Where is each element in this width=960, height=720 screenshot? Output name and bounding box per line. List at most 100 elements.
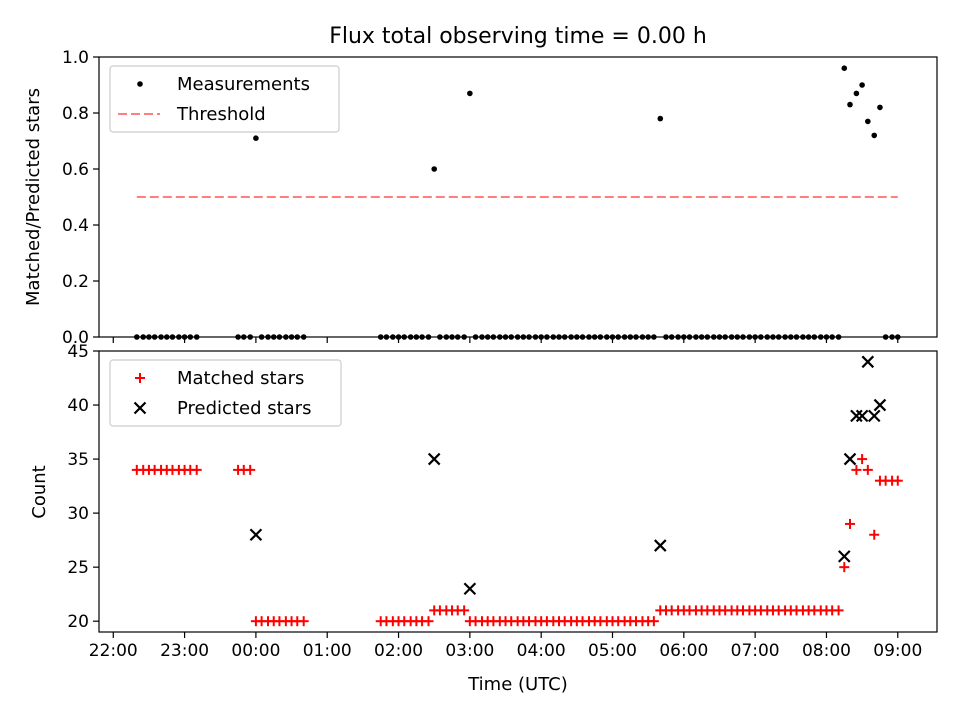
predicted-stars-point-b — [873, 398, 887, 412]
measurements-point — [686, 334, 693, 340]
measurements-point — [574, 334, 580, 340]
y-tick-label: 25 — [67, 558, 89, 578]
measurements-point — [603, 334, 610, 340]
measurements-point — [728, 334, 735, 340]
y-tick-label: 0.2 — [62, 272, 89, 292]
measurements-point — [413, 334, 420, 340]
predicted-stars-point — [427, 452, 441, 466]
predicted-stars-point-b — [427, 452, 441, 466]
predicted-stars-point-b — [843, 452, 857, 466]
x-tick-label: 03:00 — [445, 641, 494, 661]
predicted-stars-point-b — [838, 550, 851, 563]
measurements-point — [568, 334, 574, 340]
y-tick-label: 1.0 — [62, 48, 89, 68]
measurements-series — [133, 65, 901, 340]
legend-key-predicted-stars-b — [133, 401, 147, 415]
measurements-point — [668, 334, 675, 340]
measurements-point — [800, 334, 806, 340]
measurements-point — [265, 334, 271, 340]
measurements-point — [151, 334, 158, 340]
measurements-point — [133, 334, 140, 340]
predicted-stars-series — [249, 355, 887, 596]
legend-label-measurements: Measurements — [177, 74, 310, 95]
predicted-stars-point — [838, 550, 851, 563]
measurements-point — [894, 334, 901, 340]
legend: Matched stars Predicted stars — [109, 359, 342, 427]
measurements-point — [520, 334, 527, 340]
measurements-point — [472, 334, 479, 340]
measurements-point — [140, 334, 147, 340]
measurements-point — [176, 334, 182, 340]
measurements-point — [437, 334, 443, 340]
measurements-point — [158, 334, 164, 340]
measurements-point — [247, 334, 253, 340]
measurements-point — [502, 334, 509, 340]
measurements-point — [693, 334, 699, 340]
measurements-point — [407, 334, 414, 340]
legend-key-predicted-stars — [133, 401, 147, 415]
measurements-point — [639, 334, 646, 340]
measurements-point — [716, 334, 723, 340]
chart-title: Flux total observing time = 0.00 h — [329, 24, 707, 49]
measurements-point — [401, 334, 408, 340]
measurements-point — [449, 334, 455, 340]
measurements-point — [526, 334, 532, 340]
predicted-stars-point-b — [654, 539, 667, 552]
measurements-point — [770, 334, 776, 340]
measurements-point — [383, 334, 390, 340]
measurements-point — [258, 334, 265, 340]
x-tick-label: 00:00 — [231, 641, 280, 661]
y-tick-label: 35 — [67, 450, 89, 470]
measurements-point — [514, 334, 521, 340]
measurements-point — [871, 132, 878, 139]
legend-key-matched-stars — [135, 373, 145, 383]
measurements-point — [817, 334, 824, 340]
measurements-point — [889, 334, 895, 340]
measurements-point — [425, 334, 432, 340]
measurements-point — [621, 334, 628, 340]
measurements-point — [663, 334, 669, 340]
measurements-point — [882, 334, 889, 340]
x-tick-label: 23:00 — [160, 641, 209, 661]
y-tick-label: 0.8 — [62, 104, 89, 124]
measurements-point — [710, 334, 717, 340]
measurements-point — [627, 334, 634, 340]
measurements-point — [752, 334, 758, 340]
measurements-point — [704, 334, 711, 340]
measurements-point — [479, 334, 485, 340]
measurements-point — [253, 135, 259, 141]
x-tick-label: 02:00 — [374, 641, 423, 661]
measurements-point — [288, 334, 295, 340]
measurements-point — [579, 334, 586, 340]
measurements-point — [793, 334, 800, 340]
x-tick-label: 08:00 — [802, 641, 851, 661]
measurements-point — [461, 334, 467, 340]
measurements-point — [484, 334, 491, 340]
measurements-point — [805, 334, 812, 340]
measurements-point — [586, 334, 592, 340]
measurements-point — [419, 334, 425, 340]
measurements-point — [675, 334, 681, 340]
predicted-stars-point-b — [867, 409, 881, 423]
measurements-point — [490, 334, 497, 340]
measurements-point — [740, 334, 746, 340]
legend-box — [109, 359, 342, 427]
predicted-stars-point — [843, 452, 857, 466]
predicted-stars-point — [654, 539, 667, 552]
predicted-stars-point — [855, 409, 869, 423]
matched-stars-point — [423, 616, 434, 627]
measurements-point — [390, 334, 396, 340]
measurements-point — [454, 334, 461, 340]
matched-stars-point — [298, 616, 309, 627]
matched-stars-point — [459, 605, 470, 616]
matched-stars-series — [131, 454, 903, 627]
measurements-point — [193, 334, 200, 340]
y-tick-label: 30 — [67, 504, 89, 524]
x-tick-label: 04:00 — [517, 641, 566, 661]
measurements-point — [591, 334, 598, 340]
x-tick-label: 05:00 — [588, 641, 637, 661]
measurements-point — [395, 334, 402, 340]
measurements-point — [544, 334, 550, 340]
measurements-point — [300, 334, 307, 340]
measurements-point — [146, 334, 152, 340]
